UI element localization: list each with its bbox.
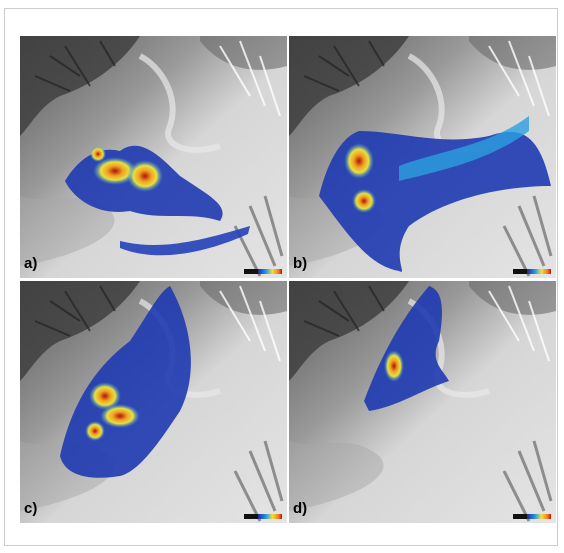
panel: d) [289,281,556,523]
panel-label: d) [293,500,307,517]
panel-label: a) [24,255,37,272]
panel: a) [20,36,287,278]
panel: b) [289,36,556,278]
panel: c) [20,281,287,523]
panel-label: b) [293,255,307,272]
panel-label: c) [24,500,37,517]
